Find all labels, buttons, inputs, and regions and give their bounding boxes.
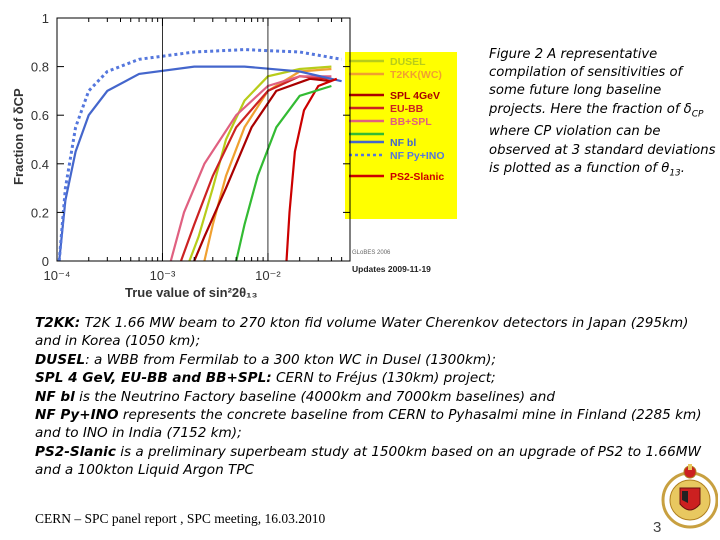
x-axis-label: True value of sin²2θ₁₃ [125, 285, 258, 300]
y-tick-label: 0.4 [31, 157, 49, 172]
series-line-4 [169, 75, 332, 261]
footer-text: CERN – SPC panel report , SPC meeting, 1… [35, 511, 326, 526]
caption-prefix: Figure 2 A representative compilation of… [489, 47, 684, 117]
series-line-7 [285, 77, 338, 261]
spl-label: SPL 4 GeV, EU-BB and BB+SPL: [35, 370, 272, 387]
caption-mid: where CP violation can be observed at 3 … [489, 124, 716, 176]
nfbl-label: NF bl [35, 388, 75, 405]
legend-label: EU-BB [390, 103, 424, 115]
figure-caption: Figure 2 A representative compilation of… [489, 46, 717, 183]
legend-label: NF Py+INO [390, 150, 445, 162]
project-descriptions: T2KK: T2K 1.66 MW beam to 270 kton fid v… [35, 314, 705, 480]
nfpy-paragraph: NF Py+INO represents the concrete baseli… [35, 406, 705, 443]
updates-annotation: Updates 2009-11-19 [352, 264, 431, 274]
axes: 0 0.2 0.4 0.6 0.8 1 10⁻⁴ 10⁻³ 10⁻² [31, 11, 351, 283]
dusel-text: : a WBB from Fermilab to a 300 kton WC i… [85, 351, 496, 368]
globes-annotation: GLoBES 2006 [352, 250, 391, 256]
series-line-2 [193, 77, 332, 261]
y-tick-label: 0.8 [31, 60, 49, 75]
caption-cp-sub: CP [691, 109, 704, 120]
legend-label: BB+SPL [390, 116, 432, 128]
legend-label: DUSEL [390, 56, 426, 68]
legend-label: NF bl [390, 137, 416, 149]
legend-label: T2KK(WC) [390, 69, 442, 81]
t2kk-text: T2K 1.66 MW beam to 270 kton fid volume … [35, 315, 689, 350]
nfbl-text: is the Neutrino Factory baseline (4000km… [74, 388, 555, 405]
series-line-8 [235, 84, 332, 261]
ps2-label: PS2-Slanic [35, 443, 116, 460]
t2kk-label: T2KK: [35, 315, 81, 331]
y-tick-label: 0.6 [31, 108, 49, 123]
ps2-paragraph: PS2-Slanic is a preliminary superbeam st… [35, 443, 705, 480]
caption-end: . [680, 160, 685, 176]
nfpy-text: represents the concrete baseline from CE… [35, 407, 702, 442]
dusel-label: DUSEL [35, 351, 86, 368]
y-axis-label: Fraction of δCP [11, 88, 26, 185]
curves-group [57, 48, 342, 261]
y-tick-label: 1 [42, 11, 49, 26]
nfpy-label: NF Py+INO [35, 407, 119, 424]
legend-label: PS2-Slanic [390, 171, 444, 183]
dusel-paragraph: DUSEL: a WBB from Fermilab to a 300 kton… [35, 351, 705, 369]
y-tick-label: 0.2 [31, 205, 49, 220]
t2kk-paragraph: T2KK: T2K 1.66 MW beam to 270 kton fid v… [35, 314, 705, 351]
series-line-6 [57, 48, 342, 261]
x-tick-label: 10⁻² [255, 268, 281, 283]
spl-text: CERN to Fréjus (130km) project; [271, 370, 496, 387]
x-tick-label: 10⁻³ [150, 268, 176, 283]
caption-theta: θ [661, 160, 670, 176]
legend-label: SPL 4GeV [390, 90, 440, 102]
spl-paragraph: SPL 4 GeV, EU-BB and BB+SPL: CERN to Fré… [35, 369, 705, 387]
y-tick-label: 0 [42, 254, 49, 269]
university-seal-logo [661, 464, 718, 529]
page-number: 3 [653, 519, 662, 536]
ps2-text: is a preliminary superbeam study at 1500… [35, 443, 701, 479]
caption-theta-sub: 13 [669, 168, 681, 179]
legend-box [345, 52, 457, 219]
caption-delta: δ [683, 101, 692, 117]
series-line-5 [58, 65, 342, 261]
x-tick-label: 10⁻⁴ [44, 268, 71, 283]
nfbl-paragraph: NF bl is the Neutrino Factory baseline (… [35, 388, 705, 406]
